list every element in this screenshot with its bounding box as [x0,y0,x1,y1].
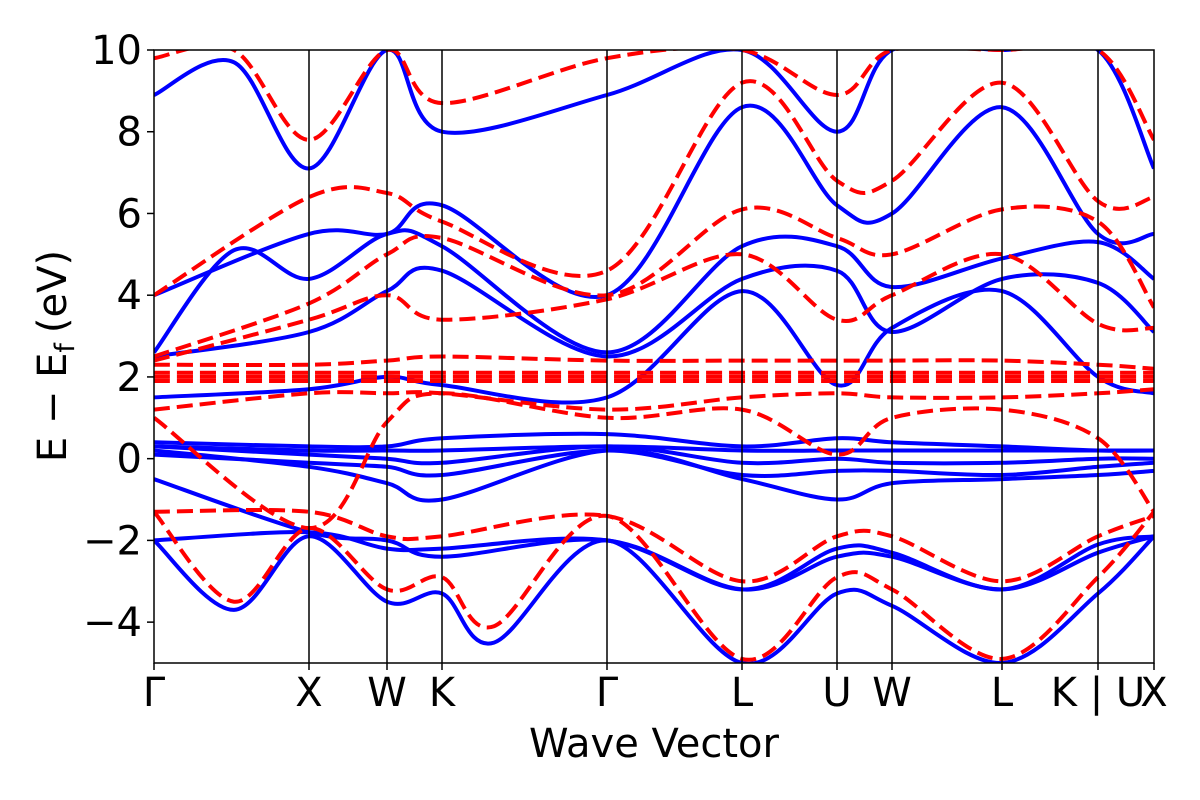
kpoint-lines [308,50,1099,663]
band-line [154,50,1154,142]
x-tick-label: Γ [143,670,166,716]
plot-area [154,50,1154,663]
band-line [154,444,1154,453]
x-tick-label: W [872,670,912,716]
x-tick-label: Γ [596,670,619,716]
band-line [154,251,1154,363]
y-tick-label: 10 [91,28,142,74]
x-tick-label: W [367,670,407,716]
band-line [154,387,1154,412]
y-axis-label: E − Ef (eV) [30,250,81,462]
band-line [154,507,1154,584]
y-tick-label: −2 [83,518,142,564]
x-tick-label: K | U [1051,670,1145,716]
band-line [154,431,1154,453]
y-tick-label: 0 [117,437,142,483]
y-tick-label: 6 [117,191,142,237]
band-line [154,79,1154,297]
band-line [154,287,1154,405]
band-line [154,204,1154,359]
y-tick-label: 8 [117,110,142,156]
band-line [154,354,1154,371]
y-tick-label: 2 [117,355,142,401]
y-axis-ticks: −4 −2 0 2 4 6 8 10 [83,28,154,646]
plot-frame [153,49,1155,664]
band-line [154,477,1154,592]
band-line [154,444,1154,466]
y-axis-label-main: E − E [30,353,76,463]
x-axis-label: Wave Vector [529,721,780,767]
x-tick-label: L [731,670,754,716]
x-tick-label: X [1140,670,1167,716]
svg-text:E − Ef(eV): E − Ef (eV) [30,250,81,462]
y-tick-label: −4 [83,600,142,646]
x-tick-label: L [991,670,1014,716]
band-line [154,103,1154,300]
y-axis-label-unit: (eV) [30,250,76,333]
band-line [154,448,1154,478]
x-tick-label: K [429,670,457,716]
y-axis-label-subscript: f [50,342,81,353]
band-line [154,391,1154,531]
x-tick-label: U [822,670,851,716]
x-tick-label: X [295,670,322,716]
y-tick-label: 4 [117,273,142,319]
